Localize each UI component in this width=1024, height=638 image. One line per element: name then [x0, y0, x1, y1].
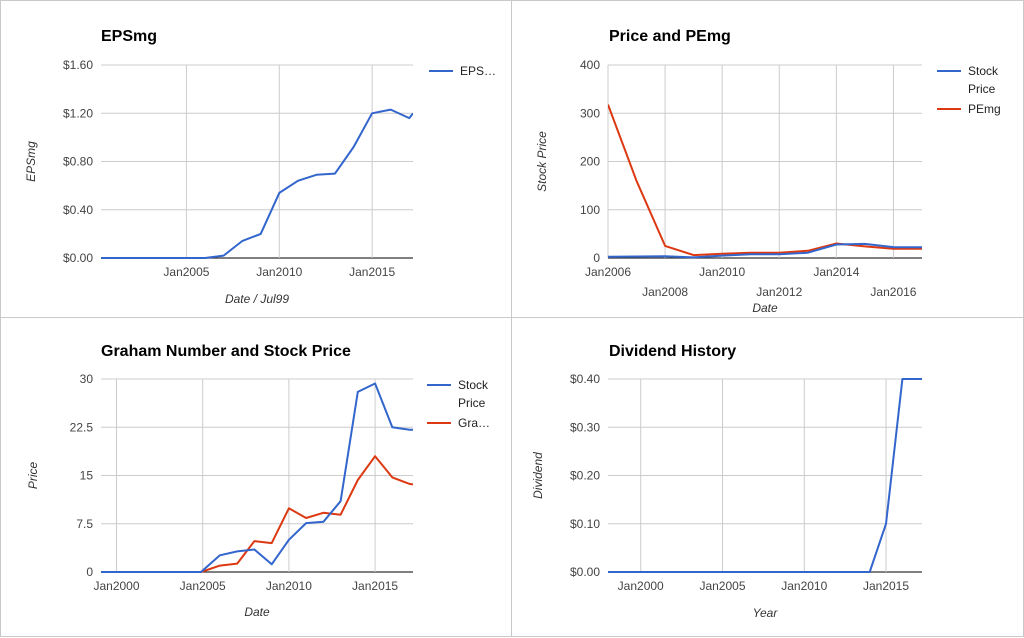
x-tick-label: Jan2012: [756, 285, 802, 299]
series-line: [608, 378, 922, 573]
x-tick-label: Jan2005: [180, 579, 226, 593]
series-line: [101, 108, 413, 259]
y-tick-label: $1.20: [63, 106, 93, 120]
x-tick-label: Jan2015: [349, 265, 395, 279]
legend-label: Stock Price: [458, 378, 489, 410]
y-tick-label: 30: [80, 372, 94, 386]
x-axis-title: Date: [752, 301, 778, 315]
chart-svg-dividend: Dividend History $0.00 $0.10 $0.20 $0.30 $0.4…: [531, 343, 922, 620]
x-axis-title: Year: [753, 606, 779, 620]
y-tick-label: 22.5: [70, 420, 94, 434]
y-tick-label: 0: [593, 251, 600, 265]
chart-title: Price and PEmg: [609, 28, 731, 45]
x-tick-label: Jan2005: [699, 579, 745, 593]
x-tick-label: Jan2010: [256, 265, 302, 279]
x-tick-label: Jan2006: [585, 265, 631, 279]
chart-panel-epsmg: EPSmg $0.00 $0.40 $0.80 $1.20 $1.60 Jan2005 Jan…: [0, 0, 512, 318]
x-tick-label: Jan2005: [163, 265, 209, 279]
y-axis-title: EPSmg: [24, 141, 38, 182]
y-axis-title: Price: [26, 462, 40, 490]
x-tick-label: Jan2010: [781, 579, 827, 593]
y-tick-label: 7.5: [76, 517, 93, 531]
y-tick-label: $0.80: [63, 155, 93, 169]
x-tick-label: Jan2015: [863, 579, 909, 593]
x-tick-label: Jan2016: [870, 285, 916, 299]
y-tick-label: 300: [580, 106, 600, 120]
legend-label: Stock Price: [968, 64, 999, 96]
legend-label: EPS…: [460, 64, 496, 78]
series-line: [101, 382, 413, 573]
series-line: [608, 104, 922, 257]
chart-title: EPSmg: [101, 28, 157, 45]
chart-panel-price-pemg: Price and PEmg 0 100 200 300 400 Jan2006 Jan200…: [511, 0, 1024, 318]
y-tick-label: $0.40: [63, 203, 93, 217]
x-tick-label: Jan2014: [813, 265, 859, 279]
legend-label: Gra…: [458, 416, 490, 430]
y-tick-label: $1.60: [63, 58, 93, 72]
chart-title: Graham Number and Stock Price: [101, 343, 351, 360]
y-tick-label: $0.20: [570, 469, 600, 483]
chart-title: Dividend History: [609, 343, 736, 360]
chart-svg-price-pemg: Price and PEmg 0 100 200 300 400 Jan2006 Jan200…: [535, 28, 1001, 315]
y-tick-label: $0.30: [570, 420, 600, 434]
y-tick-label: 200: [580, 155, 600, 169]
y-axis-title: Stock Price: [535, 131, 549, 192]
x-tick-label: Jan2010: [699, 265, 745, 279]
x-axis-title: Date / Jul99: [225, 292, 289, 306]
y-tick-label: $0.10: [570, 517, 600, 531]
chart-svg-epsmg: EPSmg $0.00 $0.40 $0.80 $1.20 $1.60 Jan2005 Jan…: [24, 28, 496, 306]
chart-panel-graham: Graham Number and Stock Price 0 7.5 15 22.5 3…: [0, 317, 512, 637]
y-tick-label: $0.00: [63, 251, 93, 265]
x-axis-title: Date: [244, 605, 270, 619]
y-tick-label: 0: [86, 565, 93, 579]
y-tick-label: $0.40: [570, 372, 600, 386]
x-tick-label: Jan2000: [93, 579, 139, 593]
x-tick-label: Jan2008: [642, 285, 688, 299]
x-tick-label: Jan2015: [352, 579, 398, 593]
y-tick-label: 100: [580, 203, 600, 217]
series-line: [101, 455, 413, 573]
x-tick-label: Jan2010: [266, 579, 312, 593]
y-axis-title: Dividend: [531, 452, 545, 499]
legend-label: PEmg: [968, 102, 1001, 116]
chart-svg-graham: Graham Number and Stock Price 0 7.5 15 22.5 3…: [26, 343, 490, 619]
y-tick-label: 15: [80, 469, 94, 483]
chart-panel-dividend: Dividend History $0.00 $0.10 $0.20 $0.30 $0.4…: [511, 317, 1024, 637]
y-tick-label: $0.00: [570, 565, 600, 579]
series-line: [608, 242, 922, 259]
x-tick-label: Jan2000: [618, 579, 664, 593]
y-tick-label: 400: [580, 58, 600, 72]
